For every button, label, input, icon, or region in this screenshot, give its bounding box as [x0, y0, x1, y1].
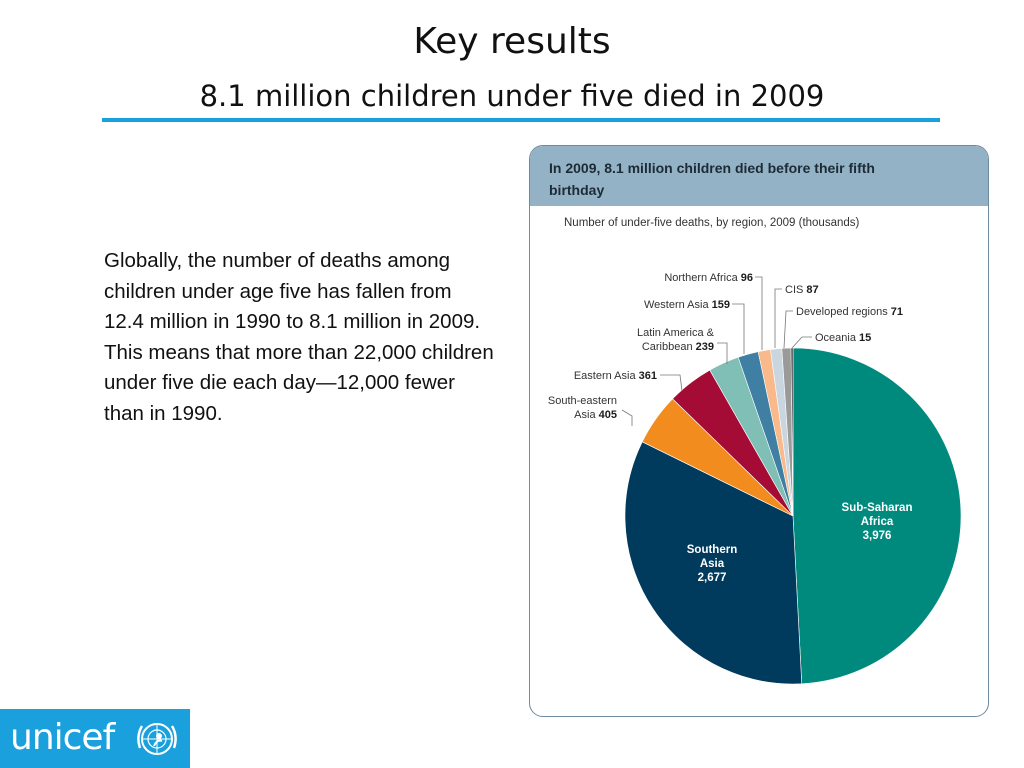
figure-header-band [530, 146, 988, 206]
slice-label-northern-africa: Northern Africa 96 [664, 272, 763, 350]
slice-category-text: Western Asia 159 [644, 299, 730, 311]
slide-subtitle: 8.1 million children under five died in … [199, 79, 825, 113]
slice-category-text: Asia 405 [574, 409, 617, 421]
slice-category-text: Oceania 15 [815, 332, 871, 344]
slice-label-south-eastern-asia: South-eastern Asia 405 [548, 395, 633, 426]
leader-line [774, 288, 782, 348]
slide-title: Key results [413, 21, 611, 62]
slice-value-text: 2,677 [698, 572, 727, 584]
slice-category-text: Northern Africa 96 [664, 272, 753, 284]
pie-slice-southern-asia [624, 441, 803, 685]
slice-category-text: Asia [700, 558, 725, 570]
logo-wordmark: unicef [10, 717, 115, 758]
slice-category-text: South-eastern [548, 395, 617, 407]
slice-label-western-asia: Western Asia 159 [644, 299, 745, 354]
body-paragraph: Globally, the number of deaths among chi… [104, 249, 494, 425]
leader-line [783, 310, 793, 349]
figure-caption: Number of under-five deaths, by region, … [564, 217, 860, 229]
leader-line [791, 336, 812, 349]
slice-category-text: Southern [687, 544, 737, 556]
slice-category-text: Developed regions 71 [796, 306, 903, 318]
slice-label-southern-asia: Southern Asia 2,677 [687, 544, 737, 584]
leader-line [660, 374, 683, 392]
leader-line [755, 276, 763, 350]
pie-chart: Sub-SaharanAfrica3,976SouthernAsia2,677S… [548, 272, 962, 685]
slice-category-text: Africa [861, 516, 894, 528]
slice-label-latin-america-and-caribbean: Latin America & Caribbean 239 [637, 327, 728, 364]
slice-category-text: Eastern Asia 361 [574, 370, 657, 382]
slice-label-eastern-asia: Eastern Asia 361 [574, 370, 683, 392]
slice-category-text: CIS 87 [785, 284, 819, 296]
unicef-logo: unicef [0, 709, 190, 768]
leader-line [732, 303, 745, 354]
slice-label-cis: CIS 87 [774, 284, 819, 348]
slice-category-text: Caribbean 239 [642, 341, 714, 353]
slice-label-oceania: Oceania 15 [791, 332, 871, 349]
leader-line [717, 342, 728, 364]
figure-header-text: In 2009, 8.1 million children died befor… [549, 160, 875, 198]
leader-line [621, 409, 633, 426]
pie-slice-sub-saharan-africa [792, 347, 962, 685]
slice-label-sub-saharan-africa: Sub-Saharan Africa 3,976 [842, 502, 913, 542]
un-emblem-icon [137, 723, 177, 755]
chart-figure-panel: In 2009, 8.1 million children died befor… [529, 145, 989, 717]
slice-value-text: 3,976 [863, 530, 892, 542]
title-divider [102, 118, 940, 122]
slice-label-developed-regions: Developed regions 71 [783, 306, 903, 349]
slice-category-text: Sub-Saharan [842, 502, 913, 514]
slice-category-text: Latin America & [637, 327, 715, 339]
